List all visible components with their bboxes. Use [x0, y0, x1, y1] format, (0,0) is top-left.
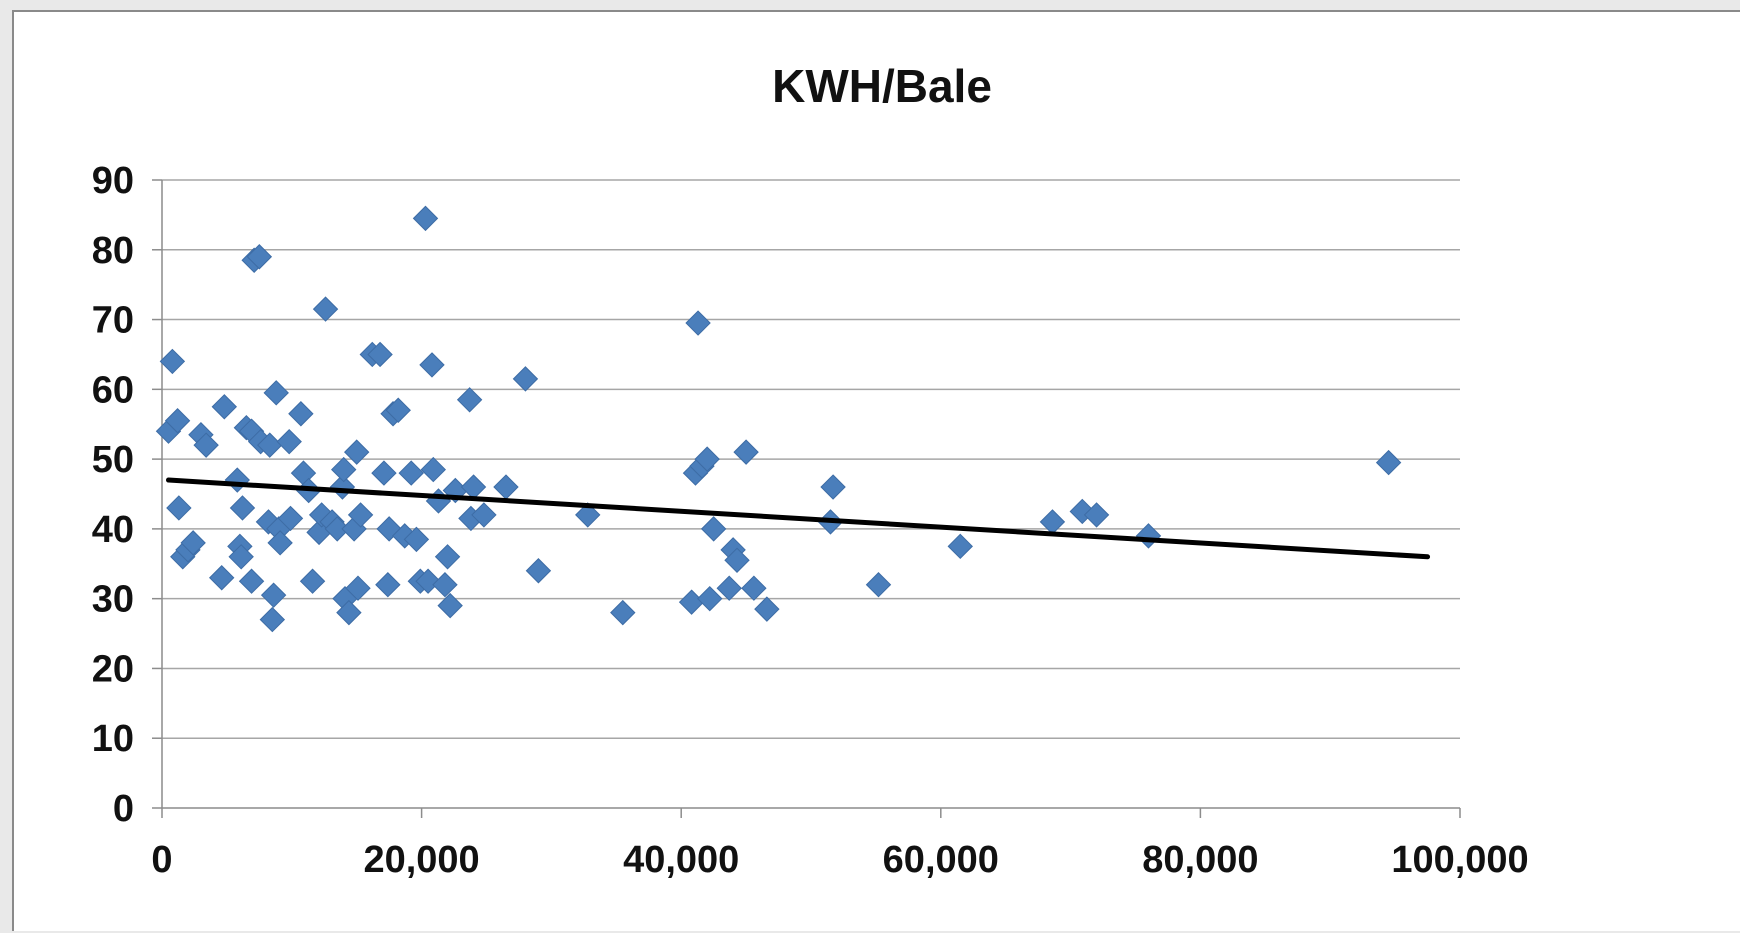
data-point: [312, 296, 339, 322]
data-point: [1375, 449, 1402, 476]
data-point: [865, 572, 892, 598]
data-point: [733, 439, 759, 465]
data-point: [398, 460, 424, 486]
data-point: [460, 474, 487, 500]
data-point: [610, 599, 636, 626]
data-point: [700, 516, 727, 542]
data-point: [697, 585, 723, 612]
data-point: [324, 516, 350, 542]
data-point: [1135, 523, 1162, 549]
data-point: [238, 568, 265, 594]
trendline-group: [165, 477, 1431, 560]
data-point: [367, 341, 393, 368]
data-point: [375, 572, 401, 598]
y-tick-label: 30: [92, 579, 134, 621]
y-tick-label: 40: [92, 509, 134, 551]
data-point: [694, 446, 720, 472]
data-point: [754, 596, 780, 622]
data-points: [155, 205, 1402, 633]
y-tick-label: 80: [92, 230, 134, 272]
data-point: [678, 589, 705, 615]
data-point: [263, 380, 289, 406]
data-point: [820, 474, 846, 500]
data-point: [277, 505, 304, 532]
data-point: [336, 599, 362, 626]
data-point: [347, 502, 374, 528]
scatter-chart: KWH/Bale 0 10 20 30 40 50 60 70 80 90 0 20,000 40,00…: [92, 60, 1529, 881]
data-point: [1083, 502, 1110, 528]
data-point: [685, 310, 711, 336]
x-tick-label: 40,000: [623, 839, 739, 881]
data-point: [412, 205, 439, 232]
data-point: [432, 572, 458, 598]
data-point: [159, 348, 186, 375]
y-tick-label: 70: [92, 300, 134, 342]
data-point: [419, 352, 445, 378]
data-point: [166, 495, 192, 521]
data-point: [415, 568, 441, 594]
data-point: [420, 456, 446, 483]
data-point: [493, 474, 519, 500]
data-point: [343, 439, 370, 465]
chart-title: KWH/Bale: [772, 60, 992, 112]
x-tick-label: 0: [151, 839, 172, 881]
trendline: [165, 477, 1431, 560]
data-point: [255, 509, 282, 535]
y-tick-label: 50: [92, 439, 134, 481]
data-point: [471, 502, 497, 528]
data-point: [741, 575, 767, 601]
data-point: [164, 408, 191, 434]
data-point: [308, 502, 335, 528]
data-point: [246, 244, 273, 270]
y-tick-label: 60: [92, 369, 134, 411]
data-point: [345, 575, 371, 601]
data-point: [260, 582, 287, 608]
x-tick-label: 80,000: [1142, 839, 1258, 881]
data-point: [288, 401, 314, 427]
data-point: [267, 530, 293, 556]
x-tick-label: 60,000: [883, 839, 999, 881]
data-point: [575, 502, 601, 528]
data-point: [211, 394, 238, 420]
data-point: [193, 432, 219, 458]
data-point: [724, 547, 750, 573]
data-point: [228, 544, 254, 570]
data-point: [947, 533, 973, 560]
chart-frame: KWH/Bale 0 10 20 30 40 50 60 70 80 90 0 20,000 40,00…: [12, 10, 1740, 931]
data-point: [437, 592, 463, 619]
y-tick-label: 10: [92, 718, 134, 760]
data-point: [716, 575, 742, 601]
tick-labels: 0 10 20 30 40 50 60 70 80 90 0 20,000 40,000 60,000 80…: [92, 160, 1529, 881]
y-tick-label: 90: [92, 160, 134, 202]
y-tick-label: 0: [113, 788, 134, 830]
data-point: [299, 568, 326, 594]
x-tick-label: 20,000: [363, 839, 479, 881]
data-point: [276, 428, 302, 455]
data-point: [259, 606, 286, 633]
data-point: [331, 456, 357, 483]
data-point: [385, 397, 411, 423]
data-point: [180, 530, 206, 556]
x-tick-label: 100,000: [1391, 839, 1528, 881]
data-point: [371, 460, 397, 486]
data-point: [403, 526, 430, 553]
y-tick-label: 20: [92, 648, 134, 690]
data-point: [512, 366, 539, 392]
data-point: [1039, 509, 1066, 535]
data-point: [525, 558, 552, 584]
axes: [152, 179, 1461, 818]
data-point: [209, 565, 235, 591]
data-point: [229, 495, 256, 521]
data-point: [224, 467, 250, 493]
data-point: [456, 387, 483, 413]
data-point: [434, 544, 461, 570]
